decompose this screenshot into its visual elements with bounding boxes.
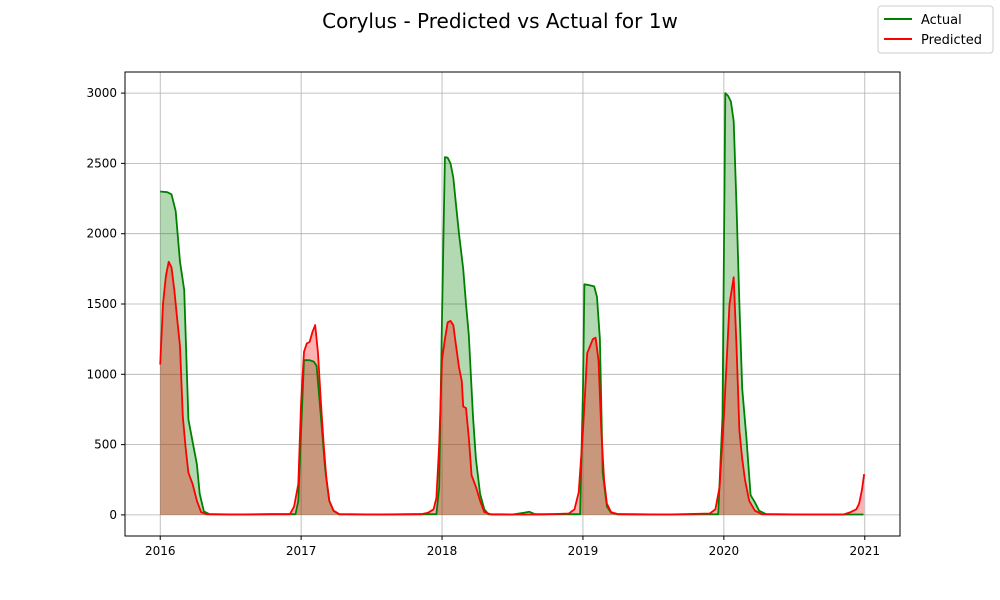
y-tick-label: 2500 [86, 156, 117, 170]
legend-frame [877, 5, 994, 54]
predicted-line [159, 260, 865, 516]
y-tick-label: 2000 [86, 227, 117, 241]
predicted-area [160, 261, 865, 515]
axis-ticks: 2016 2017 2018 2019 2020 2021 0 500 1000 1500 2000… [86, 86, 880, 558]
x-tick-label: 2018 [427, 544, 458, 558]
y-tick-label: 0 [109, 508, 117, 522]
x-tick-label: 2020 [709, 544, 740, 558]
x-tick-label: 2021 [849, 544, 880, 558]
y-tick-label: 500 [94, 438, 117, 452]
grid [125, 72, 900, 536]
x-tick-label: 2017 [286, 544, 317, 558]
y-tick-label: 3000 [86, 86, 117, 100]
plot-area: 2016 2017 2018 2019 2020 2021 0 500 1000 1500 2000… [86, 71, 901, 558]
x-tick-label: 2019 [568, 544, 599, 558]
legend-label-predicted: Predicted [921, 33, 982, 48]
legend-label-actual: Actual [921, 13, 962, 28]
legend: Actual Predicted [877, 5, 994, 54]
chart-title: Corylus - Predicted vs Actual for 1w [322, 9, 678, 33]
y-tick-label: 1500 [86, 297, 117, 311]
x-tick-label: 2016 [145, 544, 176, 558]
series-lines [159, 92, 865, 516]
y-tick-label: 1000 [86, 367, 117, 381]
